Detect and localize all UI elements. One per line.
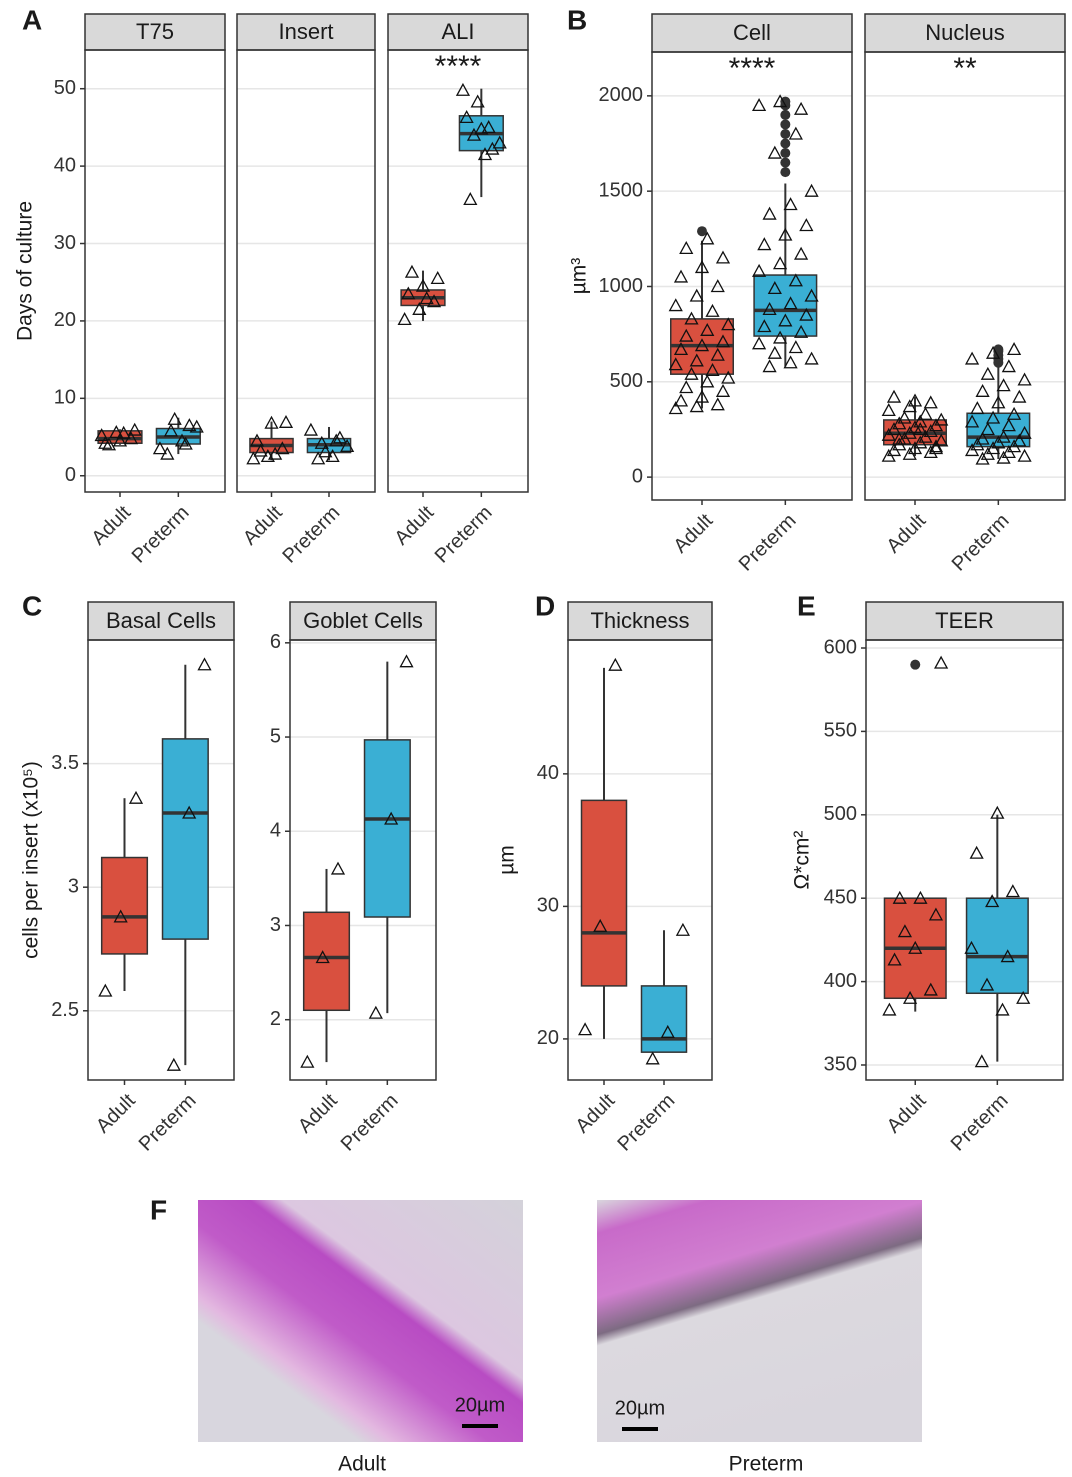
x-tick-label: Preterm: [431, 502, 497, 568]
significance: ****: [729, 52, 776, 85]
scale-bar-label: 20µm: [615, 1397, 665, 1419]
panel-label: F: [150, 1194, 167, 1225]
y-tick-label: 1500: [599, 179, 644, 201]
strip-title: Cell: [733, 20, 771, 45]
micrograph-panel: F 20µm Adult 20µm Preterm: [150, 1194, 922, 1475]
box: [967, 898, 1029, 993]
strip-title: T75: [136, 19, 174, 44]
y-tick-label: 0: [65, 464, 76, 486]
y-tick-label: 450: [824, 886, 857, 908]
plot-background: [290, 640, 436, 1080]
box: [163, 739, 209, 939]
panel-label: E: [797, 590, 816, 621]
x-tick-label: Adult: [882, 509, 930, 557]
panel-label: D: [535, 590, 555, 621]
y-tick-label: 20: [537, 1027, 559, 1049]
y-tick-label: 30: [537, 895, 559, 917]
y-tick-label: 30: [54, 232, 76, 254]
x-tick-label: Adult: [239, 501, 287, 549]
outlier: [780, 110, 790, 120]
outlier: [780, 129, 790, 139]
strip-title: Basal Cells: [106, 608, 216, 633]
outlier: [780, 167, 790, 177]
y-axis-label: cells per insert (x10⁵): [20, 761, 43, 959]
caption: Preterm: [729, 1453, 804, 1476]
x-tick-label: Preterm: [337, 1090, 403, 1156]
y-tick-label: 600: [824, 636, 857, 658]
box: [582, 800, 627, 986]
plot-background: [237, 50, 375, 492]
y-tick-label: 2000: [599, 84, 644, 106]
box: [365, 740, 411, 917]
x-tick-label: Preterm: [613, 1090, 679, 1156]
strip-title: Nucleus: [925, 20, 1004, 45]
y-tick-label: 1000: [599, 275, 644, 297]
plot-background: [652, 52, 852, 500]
caption: Adult: [338, 1453, 386, 1476]
y-tick-label: 500: [824, 803, 857, 825]
y-tick-label: 3: [68, 875, 79, 897]
y-tick-label: 6: [270, 631, 281, 653]
box: [304, 912, 350, 1010]
y-tick-label: 3: [270, 914, 281, 936]
box: [642, 986, 687, 1052]
y-tick-label: 400: [824, 970, 857, 992]
scale-bar-label: 20µm: [455, 1394, 505, 1416]
plot-background: [85, 50, 225, 492]
x-tick-label: Adult: [390, 501, 438, 549]
strip-title: Goblet Cells: [303, 608, 423, 633]
panel-label: C: [22, 590, 42, 621]
y-axis-label: Days of culture: [14, 201, 37, 341]
outlier: [780, 119, 790, 129]
y-tick-label: 40: [54, 154, 76, 176]
strip-title: Insert: [278, 19, 333, 44]
x-tick-label: Preterm: [128, 502, 194, 568]
x-tick-label: Preterm: [278, 502, 344, 568]
y-tick-label: 50: [54, 77, 76, 99]
x-tick-label: Preterm: [947, 1090, 1013, 1156]
y-axis-label: µm: [496, 845, 519, 875]
strip-title: ALI: [441, 19, 474, 44]
y-tick-label: 2.5: [51, 999, 79, 1021]
y-tick-label: 40: [537, 762, 559, 784]
x-tick-label: Adult: [669, 509, 717, 557]
outlier: [780, 139, 790, 149]
outlier: [780, 158, 790, 168]
y-tick-label: 20: [54, 309, 76, 331]
x-tick-label: Preterm: [948, 510, 1014, 576]
y-tick-label: 3.5: [51, 752, 79, 774]
y-axis-label: µm³: [568, 258, 591, 295]
significance: ****: [435, 50, 482, 83]
x-tick-label: Preterm: [135, 1090, 201, 1156]
x-tick-label: Adult: [571, 1089, 619, 1137]
figure: F 20µm Adult 20µm Preterm ADays of cultu…: [0, 0, 1072, 1477]
y-tick-label: 4: [270, 820, 281, 842]
y-tick-label: 350: [824, 1053, 857, 1075]
y-tick-label: 0: [632, 465, 643, 487]
outlier: [910, 660, 920, 670]
y-tick-label: 10: [54, 387, 76, 409]
y-tick-label: 2: [270, 1008, 281, 1030]
panel-label: A: [22, 4, 42, 35]
y-tick-label: 500: [610, 370, 643, 392]
x-tick-label: Adult: [883, 1089, 931, 1137]
box: [102, 858, 148, 954]
strip-title: TEER: [935, 608, 994, 633]
x-tick-label: Preterm: [735, 510, 801, 576]
strip-title: Thickness: [590, 608, 689, 633]
y-tick-label: 5: [270, 725, 281, 747]
panel-label: B: [567, 4, 587, 35]
outlier: [780, 148, 790, 158]
x-tick-label: Adult: [92, 1089, 140, 1137]
box: [754, 275, 817, 336]
x-tick-label: Adult: [87, 501, 135, 549]
y-tick-label: 550: [824, 720, 857, 742]
y-axis-label: Ω*cm²: [791, 831, 814, 890]
significance: **: [953, 52, 977, 85]
x-tick-label: Adult: [294, 1089, 342, 1137]
